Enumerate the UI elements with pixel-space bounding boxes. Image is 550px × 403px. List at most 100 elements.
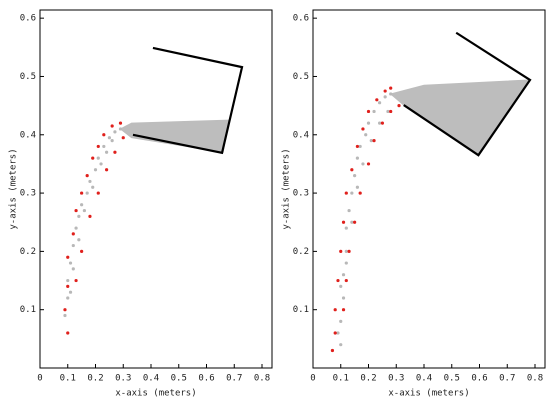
y-tick-label: 0.3 — [293, 189, 309, 199]
x-tick-label: 0 — [37, 374, 42, 384]
data-point — [99, 162, 103, 166]
data-point — [80, 191, 84, 195]
data-point — [91, 185, 95, 189]
data-point — [68, 261, 73, 265]
data-point — [68, 290, 73, 294]
data-point — [347, 208, 351, 213]
data-point — [366, 162, 371, 166]
data-point — [372, 139, 376, 143]
data-point — [74, 208, 78, 213]
data-point — [355, 156, 360, 160]
data-point — [63, 313, 67, 318]
x-tick-label: 0.3 — [115, 374, 131, 384]
data-point — [66, 284, 70, 288]
x-tick-label: 0.7 — [226, 374, 242, 384]
y-tick-label: 0.4 — [293, 130, 309, 140]
data-point — [341, 296, 346, 300]
data-point — [63, 308, 67, 312]
data-point — [82, 208, 87, 213]
plot-frame — [39, 9, 273, 369]
x-tick-label: 0.5 — [171, 374, 187, 384]
y-tick-label: 0.6 — [20, 14, 36, 24]
data-point — [383, 89, 387, 93]
data-point — [66, 278, 70, 283]
x-tick-label: 0.7 — [499, 374, 515, 384]
data-point — [93, 168, 98, 172]
data-point — [350, 168, 354, 172]
data-point — [389, 86, 393, 90]
data-point — [77, 238, 81, 242]
data-point — [71, 232, 75, 236]
data-point — [333, 308, 337, 312]
data-point — [369, 139, 373, 143]
x-tick-label: 0 — [310, 374, 315, 384]
data-point — [85, 173, 89, 178]
data-point — [88, 179, 92, 184]
data-point — [355, 144, 360, 149]
x-tick-label: 0.6 — [471, 374, 487, 384]
data-point — [397, 104, 401, 108]
data-point — [358, 191, 362, 195]
data-point — [378, 121, 382, 125]
data-point — [85, 191, 89, 195]
outline-line — [132, 46, 244, 155]
data-point — [344, 191, 348, 195]
y-tick-label: 0.1 — [293, 305, 309, 315]
y-tick-label: 0.5 — [293, 72, 309, 82]
data-point — [105, 168, 109, 172]
data-point — [88, 214, 92, 219]
x-tick-label: 0.2 — [360, 374, 376, 384]
data-point — [350, 191, 354, 195]
data-point — [364, 133, 368, 137]
x-tick-label: 0.2 — [87, 374, 103, 384]
data-point — [105, 150, 109, 154]
data-point — [344, 226, 348, 230]
data-point — [386, 109, 390, 114]
y-tick-label: 0.5 — [20, 72, 36, 82]
y-tick-label: 0.4 — [20, 130, 36, 140]
y-tick-label: 0.1 — [20, 305, 36, 315]
data-point — [66, 331, 70, 335]
data-point — [361, 127, 365, 131]
data-point — [333, 331, 337, 335]
data-point — [341, 273, 346, 277]
x-axis-label: x-axis (meters) — [388, 389, 469, 399]
y-axis-label: y-axis (meters) — [9, 148, 19, 229]
data-point — [110, 139, 114, 143]
data-point — [330, 348, 335, 353]
data-point — [71, 243, 75, 248]
data-point — [361, 162, 365, 166]
data-point — [118, 121, 123, 125]
data-point — [358, 144, 362, 149]
x-tick-label: 0.8 — [527, 374, 543, 384]
data-point — [353, 220, 357, 224]
data-point — [96, 144, 100, 149]
data-point — [341, 220, 346, 224]
x-axis-label: x-axis (meters) — [115, 389, 196, 399]
data-point — [80, 249, 84, 253]
data-point — [91, 156, 95, 160]
x-tick-label: 0.1 — [60, 374, 76, 384]
data-point — [339, 249, 343, 253]
data-point — [74, 226, 78, 230]
data-point — [107, 136, 111, 140]
data-point — [121, 136, 125, 140]
data-point — [77, 214, 81, 219]
data-point — [344, 249, 348, 253]
data-point — [96, 156, 100, 160]
data-point — [344, 261, 348, 265]
data-point — [339, 319, 343, 323]
data-point — [113, 130, 117, 134]
y-tick-label: 0.2 — [20, 247, 36, 257]
data-point — [66, 255, 70, 259]
data-point — [347, 249, 351, 253]
data-point — [339, 284, 343, 288]
y-tick-label: 0.2 — [293, 247, 309, 257]
x-tick-label: 0.6 — [198, 374, 214, 384]
data-point — [96, 191, 100, 195]
data-point — [102, 133, 106, 137]
data-point — [375, 98, 379, 102]
x-tick-label: 0.1 — [333, 374, 349, 384]
data-point — [102, 144, 106, 149]
data-point — [74, 278, 78, 283]
